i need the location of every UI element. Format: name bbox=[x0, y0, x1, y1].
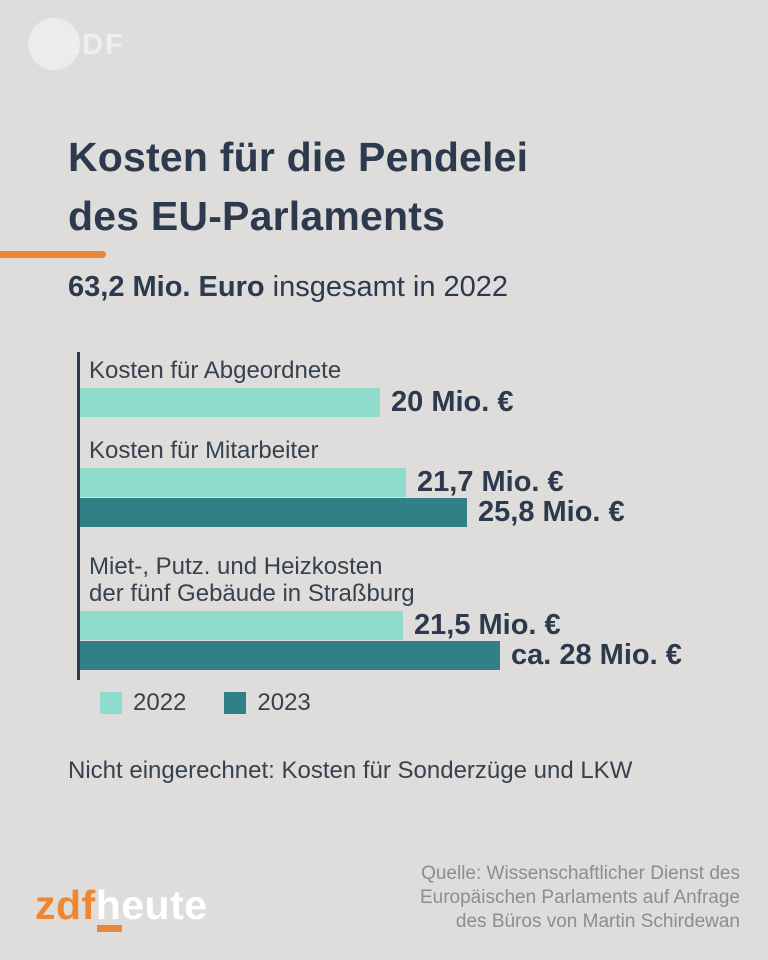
bar-value-label: ca. 28 Mio. € bbox=[511, 639, 682, 671]
subtitle-rest: insgesamt in 2022 bbox=[264, 271, 509, 303]
category-label-line: der fünf Gebäude in Straßburg bbox=[89, 580, 415, 607]
chart-group: Kosten für Mitarbeiter 21,7 Mio. €25,8 Mi… bbox=[80, 437, 737, 528]
orange-accent-line bbox=[0, 251, 106, 258]
chart-group: Miet-, Putz. und Heizkosten der fünf Gebä… bbox=[80, 553, 737, 671]
subtitle-total: 63,2 Mio. Euro bbox=[68, 271, 265, 303]
zdf-wordmark: 2DF bbox=[64, 29, 125, 61]
category-label: Kosten für Mitarbeiter bbox=[80, 437, 737, 464]
zdf-watermark-logo: 2DF bbox=[26, 16, 176, 76]
category-label-line: Miet-, Putz. und Heizkosten bbox=[89, 553, 383, 580]
bar-2022 bbox=[80, 468, 406, 497]
category-label-line: Kosten für Abgeordnete bbox=[89, 357, 342, 384]
bar-2023 bbox=[80, 641, 500, 670]
source-credit: Quelle: Wissenschaftlicher Dienst des Eu… bbox=[420, 862, 740, 934]
category-label-line: Kosten für Mitarbeiter bbox=[89, 437, 319, 464]
zdfheute-logo: zdfheute bbox=[35, 882, 208, 932]
bar-row: 20 Mio. € bbox=[80, 386, 737, 418]
title-line-2: des EU-Parlaments bbox=[68, 193, 446, 239]
source-line-3: des Büros von Martin Schirdewan bbox=[455, 911, 740, 932]
legend-label: 2023 bbox=[257, 689, 311, 716]
bar-row: 25,8 Mio. € bbox=[80, 496, 737, 528]
legend-swatch bbox=[100, 692, 122, 714]
legend-item-2023: 2023 bbox=[224, 689, 311, 717]
bar-row: 21,5 Mio. € bbox=[80, 609, 737, 641]
subtitle: 63,2 Mio. Euro insgesamt in 2022 bbox=[68, 271, 508, 304]
bar-row: 21,7 Mio. € bbox=[80, 466, 737, 498]
bar-value-label: 20 Mio. € bbox=[391, 386, 514, 418]
bar-2022 bbox=[80, 611, 403, 640]
logo-heute-text: heute bbox=[95, 882, 208, 932]
source-line-1: Quelle: Wissenschaftlicher Dienst des bbox=[421, 863, 740, 884]
chart-group: Kosten für Abgeordnete 20 Mio. € bbox=[80, 357, 737, 418]
bar-2022 bbox=[80, 388, 380, 417]
footnote: Nicht eingerechnet: Kosten für Sonderzüg… bbox=[68, 757, 633, 784]
title-line-1: Kosten für die Pendelei bbox=[68, 134, 529, 180]
bar-value-label: 25,8 Mio. € bbox=[478, 496, 625, 528]
bar-2023 bbox=[80, 498, 467, 527]
legend-label: 2022 bbox=[133, 689, 187, 716]
logo-zdf-text: zdf bbox=[35, 882, 96, 928]
category-label: Kosten für Abgeordnete bbox=[80, 357, 737, 384]
bar-value-label: 21,5 Mio. € bbox=[414, 609, 561, 641]
page-title: Kosten für die Pendelei des EU-Parlament… bbox=[68, 128, 528, 246]
bar-chart: Kosten für Abgeordnete 20 Mio. € Kosten fü… bbox=[77, 352, 737, 680]
legend-swatch bbox=[224, 692, 247, 714]
chart-legend: 2022 2023 bbox=[100, 689, 311, 717]
zdf-circle-icon bbox=[28, 18, 80, 70]
legend-item-2022: 2022 bbox=[100, 689, 186, 717]
logo-underscore bbox=[96, 925, 122, 932]
source-line-2: Europäischen Parlaments auf Anfrage bbox=[419, 887, 740, 908]
category-label: Miet-, Putz. und Heizkosten der fünf Gebä… bbox=[80, 553, 737, 607]
bar-value-label: 21,7 Mio. € bbox=[417, 466, 564, 498]
logo-heute-label: heute bbox=[95, 882, 208, 928]
bar-row: ca. 28 Mio. € bbox=[80, 639, 737, 671]
chart-groups: Kosten für Abgeordnete 20 Mio. € Kosten fü… bbox=[80, 357, 737, 671]
